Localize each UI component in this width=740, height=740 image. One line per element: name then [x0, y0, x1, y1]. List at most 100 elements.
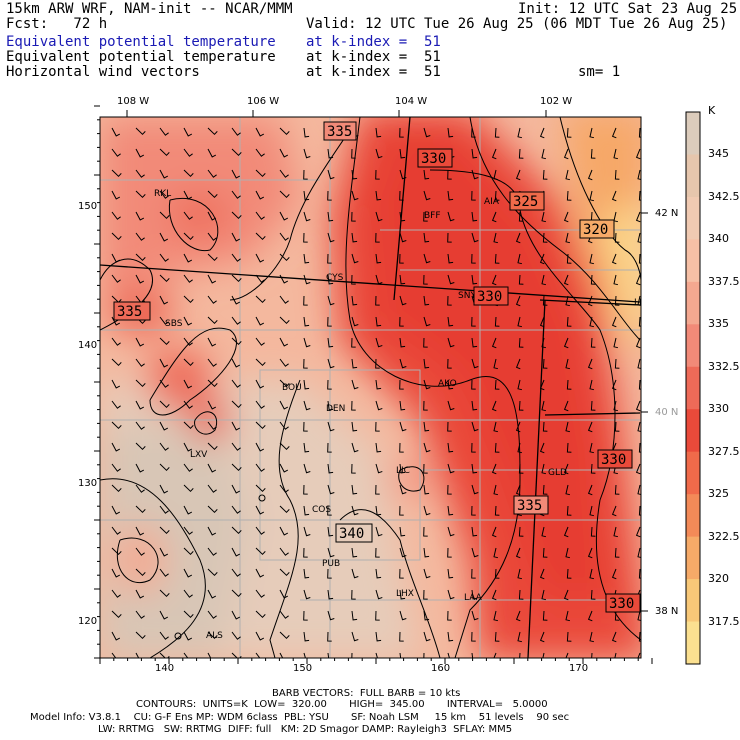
wind-barb — [423, 127, 431, 138]
wind-barb — [566, 505, 572, 516]
station-label: RKL — [154, 189, 171, 199]
colorbar-label: 325 — [708, 487, 729, 501]
wind-barb — [111, 442, 121, 452]
wind-barb — [399, 190, 404, 201]
wind-barb — [423, 232, 430, 243]
svg-text:335: 335 — [517, 498, 542, 514]
wind-barb — [587, 484, 593, 496]
wind-barb — [255, 358, 266, 367]
wind-barb — [399, 274, 406, 285]
wind-barb — [111, 274, 121, 283]
colorbar-segment — [686, 621, 700, 665]
wind-barb — [614, 421, 620, 432]
wind-barb — [279, 274, 289, 284]
wind-barb — [614, 295, 620, 306]
wind-barb — [491, 274, 497, 286]
wind-barb — [303, 295, 308, 306]
wind-barb — [423, 400, 428, 411]
colorbar-label: 320 — [708, 572, 729, 586]
wind-barb — [135, 190, 146, 199]
wind-barb — [183, 295, 194, 304]
wind-barb — [111, 232, 122, 241]
wind-barb — [638, 316, 641, 327]
wind-barb — [375, 148, 383, 159]
wind-barb — [231, 484, 241, 494]
wind-barb — [207, 631, 218, 640]
wind-barb — [255, 484, 266, 493]
wind-barb — [494, 316, 500, 327]
wind-barb — [303, 610, 308, 621]
wind-barb — [279, 589, 289, 599]
wind-barb — [589, 190, 595, 202]
wind-barb — [611, 568, 617, 580]
wind-barb — [542, 652, 545, 658]
svg-text:340: 340 — [339, 526, 364, 542]
wind-barb — [447, 232, 452, 243]
wind-barb — [111, 358, 122, 367]
wind-barb — [491, 589, 497, 601]
wind-barb — [589, 316, 595, 328]
wind-barb — [589, 253, 595, 265]
left-y-label: 130 — [78, 478, 98, 489]
bottom-x-label: 150 — [293, 663, 313, 674]
wind-barb — [231, 316, 241, 325]
wind-barb — [231, 358, 241, 368]
wind-barb — [351, 631, 359, 642]
wind-barb — [231, 547, 241, 557]
wind-barb — [563, 211, 569, 223]
wind-barb — [303, 337, 311, 348]
wind-barb — [399, 610, 407, 621]
colorbar-segment — [686, 239, 700, 283]
wind-barb — [471, 400, 478, 411]
wind-barb — [327, 484, 335, 495]
wind-barb — [351, 568, 359, 579]
wind-barb — [515, 484, 521, 496]
wind-barb — [375, 127, 382, 138]
wind-barb — [563, 148, 569, 160]
wind-barb — [159, 232, 169, 242]
wind-barb — [614, 610, 620, 621]
wind-barb — [447, 421, 452, 432]
wind-barb — [135, 463, 145, 473]
wind-barb — [494, 190, 500, 201]
wind-barb — [471, 274, 478, 285]
wind-barb — [471, 148, 478, 159]
wind-barb — [111, 484, 122, 493]
wind-barb — [279, 505, 290, 514]
wind-barb — [399, 232, 407, 243]
wind-barb — [563, 589, 569, 601]
wind-barb — [303, 505, 310, 516]
colorbar-label: 342.5 — [708, 189, 740, 203]
wind-barb — [207, 652, 212, 658]
wind-barb — [611, 316, 617, 328]
wind-barb — [566, 316, 572, 327]
station-label: ALS — [206, 631, 223, 641]
wind-barb — [111, 505, 121, 515]
station-label: DEN — [326, 404, 345, 414]
wind-barb — [351, 610, 358, 621]
wind-barb — [491, 463, 497, 475]
wind-barb — [279, 190, 290, 199]
svg-text:320: 320 — [583, 222, 608, 238]
wind-barb — [471, 463, 478, 474]
wind-barb — [351, 274, 356, 285]
wind-barb — [399, 484, 407, 495]
wind-barb — [375, 610, 380, 621]
contour-label: 330 — [417, 148, 453, 168]
wind-barb — [327, 400, 334, 411]
wind-barb — [635, 274, 641, 286]
wind-barb — [613, 400, 619, 412]
wind-barb — [493, 547, 499, 559]
wind-barb — [539, 316, 545, 328]
wind-barb — [399, 337, 406, 348]
wind-barb — [423, 337, 428, 348]
wind-barb — [159, 442, 169, 451]
wind-barb — [539, 127, 545, 139]
wind-barb — [590, 463, 596, 474]
contour-label: 335 — [323, 121, 357, 141]
wind-barb — [135, 652, 140, 658]
wind-barb — [135, 232, 145, 241]
wind-barb — [447, 631, 454, 642]
wind-barb — [539, 568, 545, 580]
wind-barb — [255, 505, 265, 515]
